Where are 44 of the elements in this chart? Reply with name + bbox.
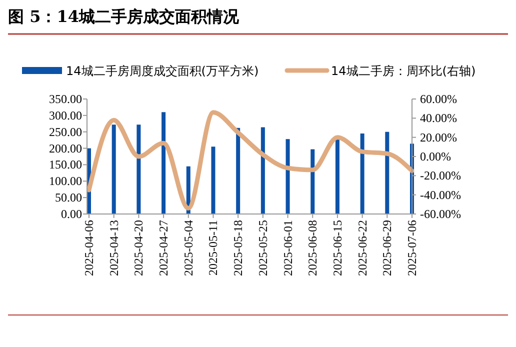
x-tick-label: 2025-06-29 <box>380 220 394 276</box>
chart-title: 图 5：14城二手房成交面积情况 <box>8 7 240 26</box>
bar <box>260 127 265 214</box>
y2-tick-label: 0.00% <box>420 150 451 164</box>
x-tick-label: 2025-06-22 <box>355 220 370 276</box>
y2-tick-label: 40.00% <box>420 111 457 126</box>
y-tick-label: 350.00 <box>49 92 82 106</box>
y-tick-label: 300.00 <box>49 108 82 122</box>
x-tick-label: 2025-05-18 <box>231 220 246 276</box>
x-tick-label: 2025-05-25 <box>256 220 270 276</box>
x-tick-label: 2025-04-13 <box>106 220 121 276</box>
bar <box>136 124 141 214</box>
y-tick-label: 50.00 <box>55 190 82 205</box>
bar <box>286 139 290 214</box>
bar <box>211 146 216 214</box>
y2-tick-label: -40.00% <box>420 188 461 202</box>
x-tick-label: 2025-04-06 <box>82 220 96 276</box>
x-tick-label: 2025-04-20 <box>132 220 146 276</box>
y-tick-label: 200.00 <box>49 141 82 156</box>
bar <box>360 134 364 214</box>
y2-tick-label: 60.00% <box>420 92 457 106</box>
x-tick-label: 2025-07-06 <box>405 220 419 276</box>
y-tick-label: 0.00 <box>61 207 82 221</box>
y2-tick-label: -20.00% <box>420 168 461 183</box>
bar <box>385 132 390 214</box>
legend-label: 14城二手房：周环比(右轴) <box>331 64 476 78</box>
bar <box>162 112 166 214</box>
bar <box>310 149 315 214</box>
x-tick-label: 2025-06-15 <box>330 220 344 276</box>
y2-tick-label: 20.00% <box>420 130 457 144</box>
x-tick-label: 2025-05-11 <box>206 220 220 276</box>
y2-tick-label: -60.00% <box>420 207 461 221</box>
y-tick-label: 100.00 <box>49 174 82 188</box>
x-tick-label: 2025-05-04 <box>181 220 196 276</box>
y-tick-label: 250.00 <box>49 124 82 139</box>
x-tick-label: 2025-06-01 <box>280 220 295 276</box>
bar <box>335 138 340 214</box>
y-tick-label: 150.00 <box>49 158 82 172</box>
bar <box>112 124 116 214</box>
line-series <box>86 110 414 210</box>
bar <box>236 128 240 214</box>
x-tick-label: 2025-06-08 <box>306 220 320 276</box>
legend-label: 14城二手房周度成交面积(万平方米) <box>66 64 259 78</box>
x-tick-label: 2025-04-27 <box>156 220 171 276</box>
